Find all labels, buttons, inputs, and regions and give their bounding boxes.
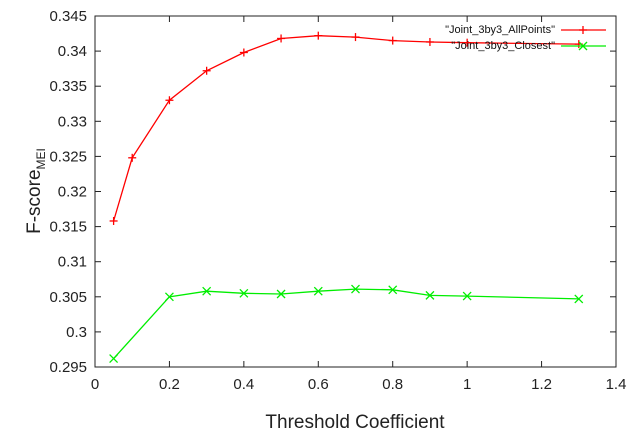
x-tick-label-1: 0.2: [159, 376, 180, 393]
y-tick-label-1: 0.3: [66, 324, 87, 341]
y-tick-label-0: 0.295: [49, 359, 87, 376]
series-0-point-10: [463, 38, 472, 47]
legend-entry-closest: "Joint_3by3_Closest": [451, 40, 606, 52]
series-layer: [109, 31, 584, 364]
series-1-point-3: [239, 288, 249, 298]
legend-marker-symbol-1: [578, 41, 588, 51]
axis-ticks: [94, 15, 617, 368]
x-tick-label-5: 1: [463, 376, 471, 393]
x-tick-label-2: 0.4: [233, 376, 254, 393]
series-1-point-9: [462, 291, 472, 301]
series-0-point-7: [351, 33, 360, 42]
series-1-point-10: [574, 294, 584, 304]
y-tick-label-4: 0.315: [49, 219, 87, 236]
y-tick-label-7: 0.33: [58, 113, 87, 130]
x-tick-label-0: 0: [91, 376, 99, 393]
series-1-point-6-d2: [351, 284, 360, 294]
y-axis-title-subscript: MEI: [34, 148, 48, 169]
y-axis-title: F-scoreMEI: [24, 148, 48, 234]
series-0-point-4: [239, 48, 248, 57]
series-1-point-3-d2: [239, 288, 249, 298]
series-1-point-1: [164, 292, 174, 302]
legend-label-closest: "Joint_3by3_Closest": [451, 40, 555, 52]
y-tick-label-6: 0.325: [49, 148, 87, 165]
x-axis-title: Threshold Coefficient: [265, 412, 445, 433]
x-tick-label-7: 1.4: [606, 376, 627, 393]
series-1-point-2-d2: [202, 286, 212, 296]
series-1-point-1-d2: [164, 292, 174, 302]
series-0-point-8: [388, 36, 397, 45]
series-1-point-5: [313, 286, 323, 296]
x-tick-label-6: 1.2: [531, 376, 552, 393]
legend-marker-symbol-1-d2: [578, 41, 588, 51]
series-0-point-6: [314, 31, 323, 40]
series-1-point-4-d2: [276, 289, 286, 299]
y-tick-label-5: 0.32: [58, 184, 87, 201]
series-0-point-0: [109, 216, 118, 225]
series-1: [109, 284, 584, 364]
legend-label-allpoints: "Joint_3by3_AllPoints": [445, 24, 555, 36]
plot-frame: [94, 15, 617, 368]
series-0-point-2: [165, 96, 174, 105]
legend-marker-closest: [578, 41, 588, 51]
series-1-point-2: [202, 286, 212, 296]
series-1-point-7: [388, 285, 398, 295]
series-0-point-3: [202, 66, 211, 75]
y-tick-labels: 0.295 0.3 0.305 0.31 0.315 0.32 0.325 0.33 0.335…: [49, 8, 87, 376]
legend-marker-symbol-0: [579, 26, 587, 34]
series-0: [109, 31, 583, 225]
series-1-point-7-d2: [388, 285, 398, 295]
series-1-point-0: [109, 354, 119, 364]
series-1-point-0-d2: [109, 354, 119, 364]
series-0-point-5: [277, 34, 286, 43]
series-1-point-8: [425, 290, 435, 300]
y-tick-label-2: 0.305: [49, 289, 87, 306]
y-tick-label-8: 0.335: [49, 78, 87, 95]
series-0-point-1: [128, 153, 137, 162]
series-1-point-9-d2: [462, 291, 472, 301]
legend: "Joint_3by3_AllPoints" "Joint_3by3_Close…: [445, 24, 606, 52]
legend-entry-allpoints: "Joint_3by3_AllPoints": [445, 24, 606, 36]
y-tick-label-3: 0.31: [58, 254, 87, 271]
y-axis-title-main: F-score: [24, 169, 45, 233]
series-1-line: [113, 288, 579, 360]
series-1-point-10-d2: [574, 294, 584, 304]
series-1-point-8-d2: [425, 290, 435, 300]
y-tick-label-9: 0.34: [58, 43, 87, 60]
y-tick-label-10: 0.345: [49, 8, 87, 25]
series-1-point-6: [351, 284, 360, 294]
series-1-point-5-d2: [313, 286, 323, 296]
x-tick-label-3: 0.6: [308, 376, 329, 393]
series-0-point-9: [425, 37, 434, 46]
legend-marker-allpoints: [579, 26, 587, 34]
x-tick-label-4: 0.8: [382, 376, 403, 393]
series-0-line: [112, 35, 579, 222]
series-1-point-4: [276, 289, 286, 299]
x-tick-labels: 0 0.2 0.4 0.6 0.8 1 1.2 1.4: [91, 376, 627, 393]
